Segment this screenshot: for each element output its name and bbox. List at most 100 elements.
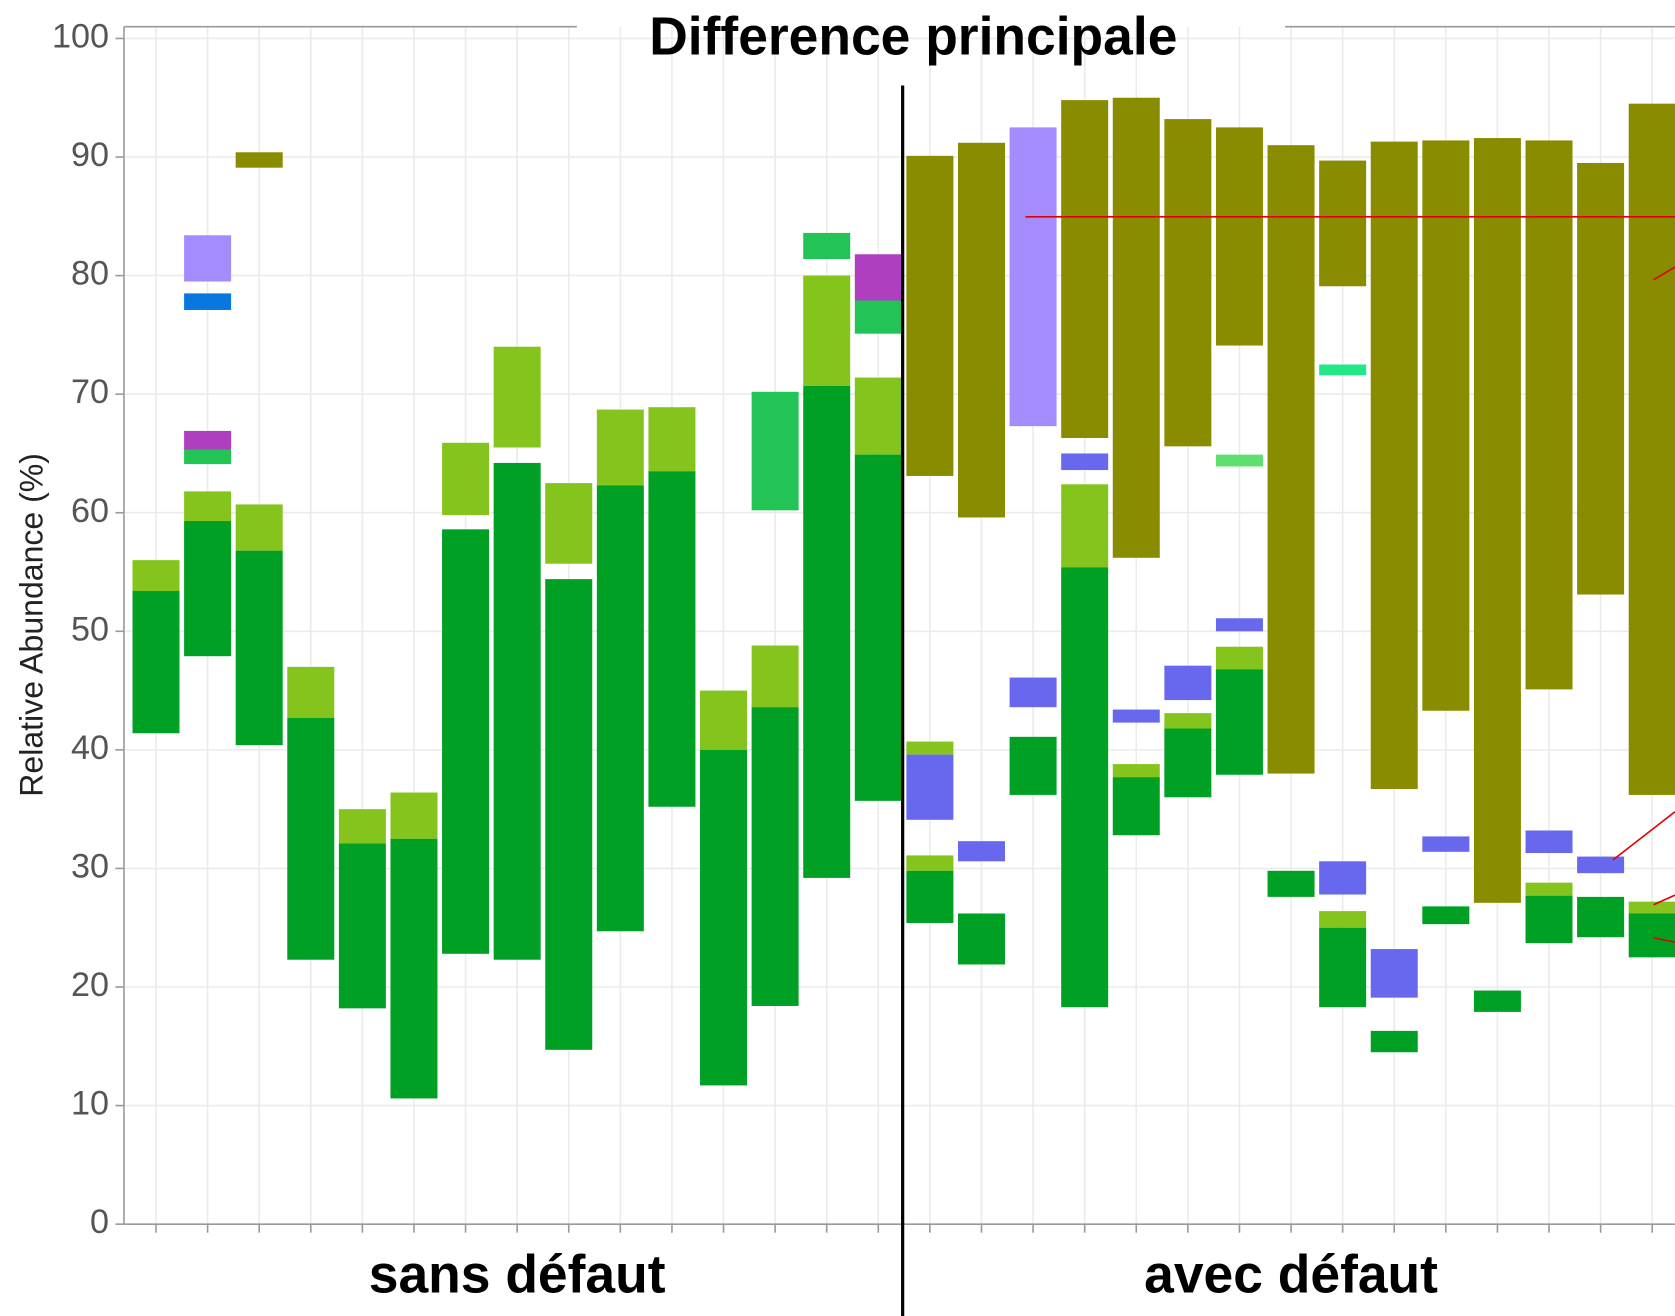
- y-tick-label: 40: [71, 729, 109, 767]
- bar-segment: [1164, 713, 1212, 729]
- y-tick-label: 10: [71, 1085, 109, 1123]
- bar-segment: [1215, 618, 1263, 632]
- group-label: avec défaut: [1144, 1246, 1438, 1305]
- bar-segment: [1164, 728, 1212, 798]
- bar-segment: [906, 855, 954, 871]
- bar-segment: [1319, 927, 1367, 1008]
- bar-segment: [390, 838, 438, 1099]
- bar-segment: [1112, 764, 1160, 778]
- group-label: sans défaut: [369, 1246, 666, 1305]
- bar-segment: [648, 471, 696, 807]
- leader-line: [1653, 894, 1675, 906]
- bar-segment: [648, 407, 696, 472]
- bar-segment: [700, 690, 748, 750]
- bar-segment: [1370, 1030, 1418, 1053]
- bar-segment: [338, 809, 386, 844]
- bar-segment: [1215, 646, 1263, 670]
- bar-segment: [1628, 901, 1675, 914]
- bar-segment: [803, 385, 851, 878]
- bar-segment: [751, 645, 799, 708]
- bar-segment: [906, 870, 954, 923]
- y-tick-label: 50: [71, 610, 109, 648]
- leader-line: [1653, 937, 1675, 943]
- bar-segment: [1215, 127, 1263, 346]
- bar-segment: [1525, 895, 1573, 944]
- bar-segment: [1628, 913, 1675, 958]
- bar-segment: [235, 504, 283, 551]
- leader-line: [1612, 811, 1675, 861]
- bar-segment: [751, 391, 799, 511]
- chart-title: Difference principale: [649, 8, 1177, 67]
- bar-segment: [1577, 162, 1625, 595]
- y-tick-label: 60: [71, 492, 109, 530]
- bar-segment: [596, 485, 644, 932]
- y-tick-label: 100: [52, 17, 109, 55]
- bar-segment: [1525, 830, 1573, 854]
- bar-segment: [1319, 861, 1367, 895]
- y-tick-label: 20: [71, 966, 109, 1004]
- bar-segment: [1370, 141, 1418, 789]
- bar-segment: [1164, 665, 1212, 701]
- bar-segment: [235, 550, 283, 746]
- bar-segment: [338, 843, 386, 1009]
- bar-segment: [184, 235, 232, 282]
- y-tick-label: 30: [71, 847, 109, 885]
- bar-segment: [1112, 777, 1160, 836]
- bar-segment: [1009, 127, 1057, 427]
- bar-segment: [1112, 709, 1160, 723]
- bar-segment: [957, 841, 1005, 862]
- bar-segment: [442, 529, 490, 954]
- bar-segment: [493, 462, 541, 960]
- y-tick-label: 0: [90, 1203, 109, 1241]
- bar-segment: [545, 579, 593, 1050]
- bar-segment: [1061, 484, 1109, 568]
- bar-segment: [1525, 140, 1573, 690]
- bar-segment: [132, 560, 180, 591]
- bar-segment: [596, 409, 644, 486]
- bar-segment: [184, 293, 232, 310]
- bar-segment: [854, 254, 902, 301]
- y-axis-label: Relative Abundance (%): [14, 453, 50, 797]
- y-tick-label: 90: [71, 136, 109, 174]
- bar-segment: [906, 754, 954, 820]
- bar-segment: [1422, 836, 1470, 852]
- bar-segment: [545, 483, 593, 564]
- bar-segment: [803, 232, 851, 259]
- bar-segment: [1628, 103, 1675, 795]
- bar-segment: [1009, 736, 1057, 795]
- bar-segment: [1009, 677, 1057, 708]
- bar-segment: [906, 741, 954, 755]
- bar-segment: [1577, 896, 1625, 938]
- bar-segment: [1164, 119, 1212, 447]
- bar-segment: [1577, 856, 1625, 874]
- bar-segment: [1319, 364, 1367, 376]
- bar-segment: [854, 377, 902, 455]
- leader-line: [1653, 266, 1675, 281]
- bar-segment: [1319, 160, 1367, 287]
- bar-segment: [1267, 145, 1315, 774]
- bar-segment: [390, 792, 438, 839]
- bar-segment: [1422, 140, 1470, 711]
- bar-segment: [1061, 567, 1109, 1008]
- bar-segment: [700, 749, 748, 1086]
- bar-segment: [1370, 949, 1418, 998]
- bar-segment: [132, 590, 180, 734]
- bar-segment: [184, 491, 232, 522]
- bar-segment: [803, 275, 851, 386]
- bar-segment: [1061, 100, 1109, 439]
- bar-segment: [1525, 882, 1573, 896]
- bar-segment: [1473, 138, 1521, 903]
- bar-segment: [906, 155, 954, 476]
- bar-segment: [854, 300, 902, 334]
- bar-segment: [287, 666, 335, 718]
- bar-segment: [1215, 454, 1263, 467]
- bar-segment: [442, 442, 490, 516]
- leader-lines: [1025, 216, 1675, 943]
- bar-segment: [184, 449, 232, 465]
- bar-segment: [1112, 97, 1160, 558]
- bar-segment: [1473, 990, 1521, 1012]
- bar-segment: [1215, 669, 1263, 775]
- bar-segment: [1422, 906, 1470, 925]
- bar-segment: [854, 454, 902, 801]
